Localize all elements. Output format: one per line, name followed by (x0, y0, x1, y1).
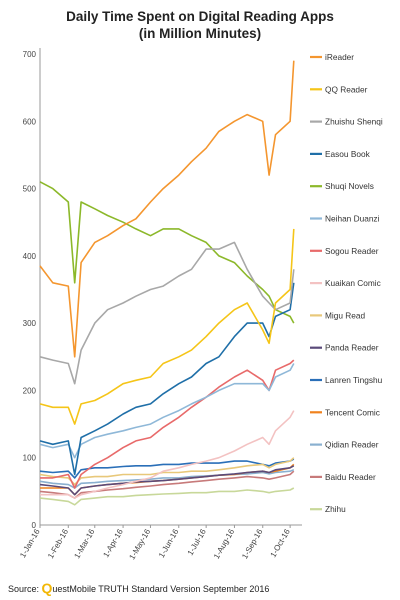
series-line-qidian-reader (39, 469, 295, 489)
source-text: uestMobile TRUTH Standard Version Septem… (52, 584, 270, 594)
legend-label-qq-reader: QQ Reader (325, 84, 368, 94)
x-axis: 1-Jan-16 1-Feb-16 1-Mar-16 1-Apr-16 1-May-16… (18, 524, 302, 561)
series-line-panda-reader (39, 465, 295, 496)
y-tick-label: 100 (23, 454, 37, 463)
x-tick-label: 1-May-16 (127, 527, 152, 561)
series-line-easou-book (39, 282, 295, 476)
chart-title: Daily Time Spent on Digital Reading Apps… (0, 8, 400, 42)
source-prefix: Source: (8, 584, 42, 594)
y-tick-label: 400 (23, 252, 37, 261)
legend: iReader QQ Reader Zhuishu Shenqi Easou Book… (310, 52, 383, 514)
x-tick-label: 1-Mar-16 (72, 527, 96, 560)
y-tick-label: 0 (32, 521, 37, 530)
legend-label-shuqi-novels: Shuqi Novels (325, 181, 374, 191)
x-tick-label: 1-Feb-16 (46, 527, 70, 560)
legend-label-sogou-reader: Sogou Reader (325, 246, 379, 256)
series-line-shuqi-novels (39, 181, 295, 324)
series-line-lanren-tingshu (39, 458, 295, 479)
legend-label-neihan-duanzi: Neihan Duanzi (325, 214, 380, 224)
x-tick-label: 1-Aug-16 (212, 527, 237, 560)
y-tick-label: 700 (23, 50, 37, 59)
x-tick-label: 1-Jun-16 (157, 527, 181, 559)
legend-label-kuaikan-comic: Kuaikan Comic (325, 278, 381, 288)
series-line-sogou-reader (40, 359, 295, 489)
series-line-qq-reader (39, 228, 295, 425)
series-line-kuaikan-comic (40, 410, 295, 499)
series-line-neihan-duanzi (39, 363, 295, 459)
series-line-baidu-reader (39, 470, 295, 499)
x-tick-label: 1-Jan-16 (18, 527, 42, 559)
series-line-zhuishu-shenqi (39, 241, 295, 385)
x-tick-label: 1-Oct-16 (269, 527, 293, 559)
source-footer: Source: QuestMobile TRUTH Standard Versi… (8, 580, 269, 596)
legend-label-tencent-comic: Tencent Comic (325, 407, 380, 417)
chart-title-line2: (in Million Minutes) (138, 26, 262, 41)
questmobile-logo-q: Q (41, 580, 53, 596)
legend-label-migu-read: Migu Read (325, 310, 366, 320)
x-tick-label: 1-Apr-16 (101, 527, 125, 559)
legend-label-panda-reader: Panda Reader (325, 343, 379, 353)
legend-label-zhihu: Zhihu (325, 504, 346, 514)
series-line-zhihu (39, 487, 295, 506)
chart-title-line1: Daily Time Spent on Digital Reading Apps (66, 9, 334, 24)
legend-label-ireader: iReader (325, 52, 354, 62)
series-lines (39, 60, 295, 506)
series-line-ireader (39, 60, 295, 358)
y-tick-label: 200 (23, 386, 37, 395)
y-tick-label: 500 (23, 185, 37, 194)
legend-label-baidu-reader: Baidu Reader (325, 472, 376, 482)
x-tick-label: 1-Jul-16 (186, 527, 209, 557)
y-tick-label: 600 (23, 117, 37, 126)
x-tick-label: 1-Sep-16 (240, 527, 265, 560)
y-axis: 0 100 200 300 400 500 600 700 (23, 48, 41, 530)
y-tick-label: 300 (23, 319, 37, 328)
legend-label-zhuishu-shenqi: Zhuishu Shenqi (325, 117, 383, 127)
legend-label-lanren-tingshu: Lanren Tingshu (325, 375, 383, 385)
legend-label-easou-book: Easou Book (325, 149, 371, 159)
legend-label-qidian-reader: Qidian Reader (325, 440, 379, 450)
